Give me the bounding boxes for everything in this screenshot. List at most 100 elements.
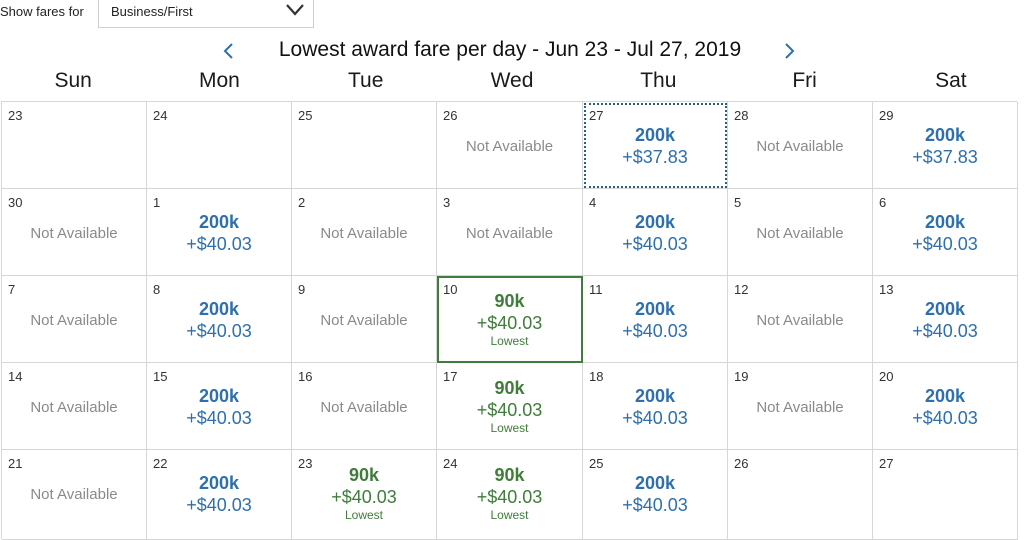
calendar-day-cell[interactable]: 12 Not Available [728, 276, 873, 363]
fare-miles: 200k [198, 299, 240, 319]
not-available-label: Not Available [756, 225, 844, 242]
not-available-label: Not Available [30, 399, 118, 416]
calendar-day-cell[interactable]: 27 200k +$37.83 [583, 102, 728, 189]
fare-taxes: +$40.03 [476, 487, 543, 507]
calendar-day-cell[interactable]: 1 200k +$40.03 [147, 189, 292, 276]
calendar-day-cell[interactable]: 25 [292, 102, 437, 189]
fare-taxes: +$40.03 [912, 234, 978, 254]
weekday-mon: Mon [198, 69, 240, 92]
fare-taxes: +$40.03 [622, 234, 688, 254]
calendar-day-cell[interactable]: 15 200k +$40.03 [147, 363, 292, 450]
calendar-day-cell[interactable]: 8 200k +$40.03 [147, 276, 292, 363]
day-number: 27 [589, 108, 604, 123]
fare-info: 200k +$40.03 [583, 472, 727, 516]
day-number: 1 [153, 195, 161, 210]
day-number: 10 [443, 282, 458, 297]
day-number: 26 [443, 108, 458, 123]
fare-miles: 90k [494, 378, 525, 398]
fare-info: 200k +$40.03 [147, 298, 291, 342]
calendar-day-cell[interactable]: 3 Not Available [437, 189, 583, 276]
fare-miles: 200k [198, 473, 240, 493]
calendar-day-cell[interactable]: 7 Not Available [2, 276, 147, 363]
calendar-day-cell[interactable]: 19 Not Available [728, 363, 873, 450]
weekday-thu: Thu [640, 69, 677, 92]
fare-taxes: +$40.03 [912, 321, 978, 341]
chevron-right-icon[interactable] [780, 41, 798, 61]
calendar-day-cell[interactable]: 22 200k +$40.03 [147, 450, 292, 540]
calendar-day-cell[interactable]: 26 [728, 450, 873, 540]
fare-info: 200k +$40.03 [583, 385, 727, 429]
calendar-day-cell[interactable]: 28 Not Available [728, 102, 873, 189]
fare-taxes: +$37.83 [622, 147, 688, 167]
lowest-fare-badge: Lowest [344, 508, 384, 522]
day-number: 2 [298, 195, 306, 210]
calendar-header: Lowest award fare per day - Jun 23 - Jul… [0, 38, 1024, 66]
calendar-day-cell[interactable]: 23 [2, 102, 147, 189]
day-number: 27 [879, 456, 894, 471]
calendar-day-cell[interactable]: 11 200k +$40.03 [583, 276, 728, 363]
calendar-day-cell[interactable]: 5 Not Available [728, 189, 873, 276]
calendar-day-cell[interactable]: 25 200k +$40.03 [583, 450, 728, 540]
calendar-day-cell[interactable]: 29 200k +$37.83 [873, 102, 1018, 189]
day-number: 24 [153, 108, 168, 123]
not-available-label: Not Available [320, 225, 408, 242]
fare-info: 200k +$40.03 [147, 385, 291, 429]
calendar-day-cell[interactable]: 20 200k +$40.03 [873, 363, 1018, 450]
day-number: 23 [8, 108, 23, 123]
cabin-class-select[interactable]: Business/First [98, 0, 314, 28]
day-number: 7 [8, 282, 16, 297]
fare-taxes: +$40.03 [622, 408, 688, 428]
calendar-day-cell[interactable]: 17 90k +$40.03 Lowest [437, 363, 583, 450]
calendar-day-cell[interactable]: 26 Not Available [437, 102, 583, 189]
calendar-day-cell[interactable]: 9 Not Available [292, 276, 437, 363]
calendar-day-cell[interactable]: 6 200k +$40.03 [873, 189, 1018, 276]
calendar-day-cell[interactable]: 16 Not Available [292, 363, 437, 450]
calendar-day-cell[interactable]: 24 [147, 102, 292, 189]
calendar-day-cell[interactable]: 30 Not Available [2, 189, 147, 276]
fare-miles: 200k [634, 212, 676, 232]
fare-info: 90k +$40.03 Lowest [292, 464, 436, 523]
calendar-day-cell[interactable]: 24 90k +$40.03 Lowest [437, 450, 583, 540]
calendar-day-cell[interactable]: 18 200k +$40.03 [583, 363, 728, 450]
calendar-day-cell[interactable]: 4 200k +$40.03 [583, 189, 728, 276]
calendar-day-cell[interactable]: 14 Not Available [2, 363, 147, 450]
fare-miles: 200k [198, 212, 240, 232]
fare-taxes: +$40.03 [186, 495, 252, 515]
day-number: 23 [298, 456, 313, 471]
fare-miles: 90k [348, 465, 380, 485]
fare-miles: 200k [634, 299, 676, 319]
fare-info: 90k +$40.03 Lowest [437, 377, 582, 436]
day-number: 12 [734, 282, 749, 297]
chevron-left-icon[interactable] [220, 41, 238, 61]
day-number: 26 [734, 456, 749, 471]
fare-taxes: +$37.83 [912, 147, 978, 167]
calendar-day-cell[interactable]: 27 [873, 450, 1018, 540]
not-available-label: Not Available [465, 225, 554, 242]
calendar-day-cell[interactable]: 10 90k +$40.03 Lowest [437, 276, 583, 363]
fare-taxes: +$40.03 [622, 321, 688, 341]
chevron-down-icon [286, 4, 304, 16]
not-available-label: Not Available [465, 138, 554, 155]
day-number: 3 [443, 195, 451, 210]
day-number: 28 [734, 108, 749, 123]
fare-info: 90k +$40.03 Lowest [437, 290, 582, 349]
day-number: 24 [443, 456, 458, 471]
fare-info: 200k +$40.03 [583, 298, 727, 342]
fare-miles: 200k [198, 386, 240, 406]
calendar-day-cell[interactable]: 23 90k +$40.03 Lowest [292, 450, 437, 540]
page-title: Lowest award fare per day - Jun 23 - Jul… [278, 38, 742, 61]
calendar-day-cell[interactable]: 21 Not Available [2, 450, 147, 540]
calendar-day-cell[interactable]: 13 200k +$40.03 [873, 276, 1018, 363]
fare-taxes: +$40.03 [622, 495, 688, 515]
fare-info: 200k +$40.03 [147, 211, 291, 255]
fare-filter: Show fares for Business/First [0, 0, 330, 29]
day-number: 17 [443, 369, 458, 384]
not-available-label: Not Available [756, 399, 844, 416]
fare-miles: 200k [634, 473, 676, 493]
day-number: 18 [589, 369, 604, 384]
calendar-day-cell[interactable]: 2 Not Available [292, 189, 437, 276]
not-available-label: Not Available [320, 399, 408, 416]
fare-miles: 200k [924, 299, 966, 319]
fare-miles: 200k [924, 212, 966, 232]
fare-miles: 90k [494, 291, 525, 311]
